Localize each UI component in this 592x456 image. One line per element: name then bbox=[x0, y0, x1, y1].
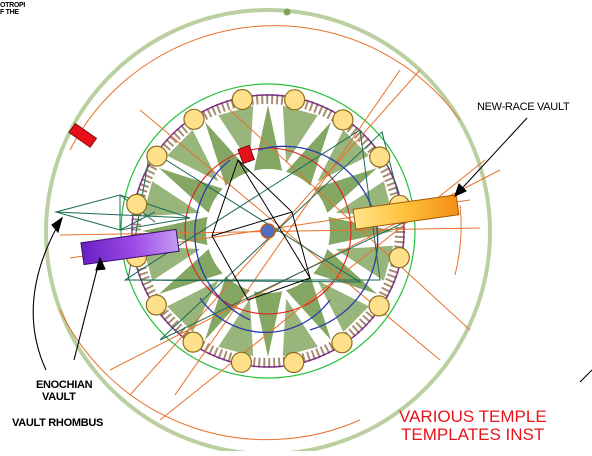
red-marker-left bbox=[68, 122, 98, 148]
orange-arcs bbox=[59, 25, 462, 441]
star-wedge bbox=[167, 280, 219, 332]
arrow-enochian bbox=[73, 257, 101, 361]
star-spike bbox=[158, 246, 227, 294]
ring-node bbox=[183, 108, 205, 130]
ring-node bbox=[126, 193, 148, 215]
new-race-vault-label: NEW-RACE VAULT bbox=[477, 101, 570, 113]
ring-node bbox=[146, 145, 168, 167]
arrow-vault-rhombus bbox=[32, 217, 63, 371]
central-rhombus bbox=[211, 159, 311, 301]
purple-circle bbox=[131, 94, 405, 368]
ring-node bbox=[388, 247, 410, 269]
enochian-vault-label: ENOCHIAN VAULT bbox=[36, 379, 93, 403]
corner-label-line1: OTROPI bbox=[0, 2, 26, 9]
outer-ring-top-node bbox=[283, 8, 291, 16]
ring-node bbox=[231, 88, 253, 111]
star-spike bbox=[252, 287, 284, 357]
enochian-vault-label-line1: ENOCHIAN bbox=[36, 379, 93, 391]
star-spike bbox=[309, 168, 378, 216]
ring-node bbox=[182, 331, 204, 353]
star-wedge bbox=[218, 298, 254, 357]
star-spike bbox=[205, 121, 253, 190]
red-caption-line1: VARIOUS TEMPLE bbox=[399, 407, 547, 426]
orange-ray bbox=[229, 109, 471, 331]
ring-node bbox=[368, 295, 390, 317]
star-spike bbox=[252, 105, 284, 175]
arrow-red-caption bbox=[579, 369, 592, 383]
ring-node bbox=[230, 351, 252, 373]
red-marker-top bbox=[237, 144, 255, 165]
vault-rhombus-label: VAULT RHOMBUS bbox=[12, 417, 104, 429]
center-orb bbox=[260, 223, 276, 239]
leader-arrows bbox=[32, 117, 592, 383]
star-spike bbox=[158, 168, 227, 216]
corner-label: OTROPI F THE bbox=[0, 2, 25, 16]
enochian-vault-bar bbox=[80, 228, 180, 266]
ring-node bbox=[369, 146, 391, 168]
arrow-new-race bbox=[454, 117, 528, 197]
star-wedge bbox=[317, 280, 369, 332]
red-caption-line2: TEMPLATES INST bbox=[401, 425, 545, 444]
star-wedge bbox=[282, 298, 318, 357]
orange-ray bbox=[139, 109, 441, 361]
ring-node bbox=[332, 109, 354, 131]
star-wedge bbox=[282, 105, 318, 164]
red-caption: VARIOUS TEMPLE TEMPLATES INST bbox=[399, 408, 547, 444]
corner-label-line2: F THE bbox=[0, 9, 19, 16]
star-spike bbox=[324, 215, 394, 247]
dotted-band bbox=[131, 94, 405, 368]
ring-node bbox=[331, 332, 353, 354]
ring-node bbox=[283, 351, 305, 374]
star-spike bbox=[283, 121, 331, 190]
new-race-vault-bar bbox=[352, 194, 460, 230]
ring-node bbox=[284, 89, 306, 111]
enochian-vault-label-line2: VAULT bbox=[42, 391, 76, 403]
star-spike bbox=[283, 272, 331, 341]
green-circle bbox=[120, 83, 416, 379]
ring-node bbox=[145, 294, 167, 316]
